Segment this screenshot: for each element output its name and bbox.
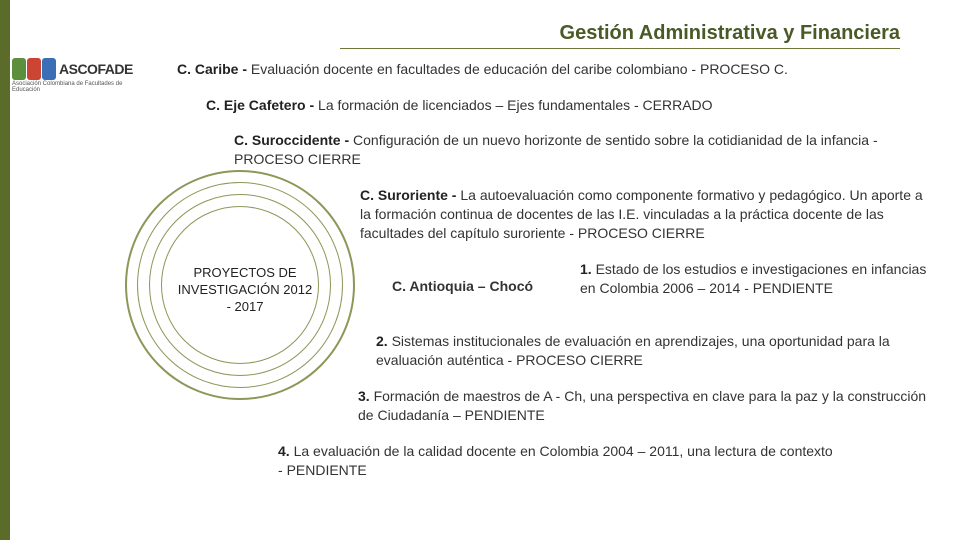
antioquia-label: C. Antioquia – Chocó <box>392 277 533 296</box>
item-caribe: C. Caribe - Evaluación docente en facult… <box>177 60 937 79</box>
circle-diagram: PROYECTOS DE INVESTIGACIÓN 2012 - 2017 <box>125 170 355 400</box>
page-title: Gestión Administrativa y Financiera <box>340 22 900 49</box>
item-ant2: 2. Sistemas institucionales de evaluació… <box>376 332 936 370</box>
logo: ASCOFADE Asociación Colombiana de Facult… <box>12 58 152 93</box>
circle-label: PROYECTOS DE INVESTIGACIÓN 2012 - 2017 <box>175 265 315 316</box>
item-suroccidente: C. Suroccidente - Configuración de un nu… <box>234 131 924 169</box>
item-ant1: 1. Estado de los estudios e investigacio… <box>580 260 930 298</box>
item-ant3: 3. Formación de maestros de A - Ch, una … <box>358 387 928 425</box>
logo-text: ASCOFADE <box>59 61 133 77</box>
item-ant4: 4. La evaluación de la calidad docente e… <box>278 442 838 480</box>
logo-subtitle: Asociación Colombiana de Facultades de E… <box>12 81 152 93</box>
logo-icon <box>12 58 56 80</box>
item-suroriente: C. Suroriente - La autoevaluación como c… <box>360 186 930 243</box>
sidebar-accent <box>0 0 10 540</box>
item-eje: C. Eje Cafetero - La formación de licenc… <box>206 96 926 115</box>
